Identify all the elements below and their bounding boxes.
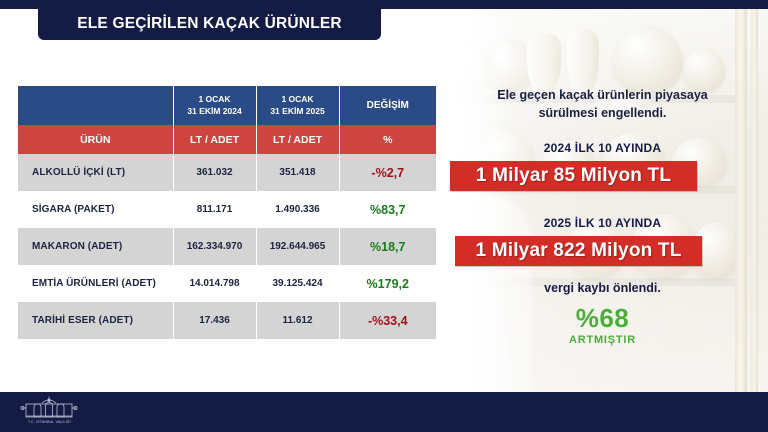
header-cell-unit-2024: LT / ADET [173,125,257,154]
summary-intro-line2: sürülmesi engellendi. [538,106,667,121]
period-2025-line2: 31 EKİM 2025 [270,105,325,116]
page-title: ELE GEÇİRİLEN KAÇAK ÜRÜNLER [77,14,342,32]
increase-percent: %68 [575,303,630,333]
increase-highlight: %68 ARTMIŞTIR [461,305,744,346]
cell-change: %179,2 [339,265,436,302]
cell-product-name: ALKOLLÜ İÇKİ (LT) [18,154,174,191]
cell-value-2025: 1.490.336 [256,191,340,228]
logo-caption: T.C. İSTANBUL VALİLİĞİ [27,419,71,425]
seized-goods-table: 1 OCAK 31 EKİM 2024 1 OCAK 31 EKİM 2025 … [18,86,436,339]
table-row: TARİHİ ESER (ADET) 17.436 11.612 -%33,4 [18,302,436,339]
photo-left-fade [445,0,515,392]
summary-intro: Ele geçen kaçak ürünlerin piyasaya sürül… [461,86,744,122]
header-cell-change: DEĞİŞİM [339,86,436,125]
header-cell-percent: % [339,125,436,154]
year-label-2024: 2024 İLK 10 AYINDA [543,141,662,155]
top-accent-bar [0,0,768,9]
cell-change: %83,7 [339,191,436,228]
cell-value-2024: 361.032 [173,154,257,191]
footer-bar [0,392,768,432]
header-cell-blank [18,86,174,125]
amount-2024-text: 1 Milyar 85 Milyon TL [475,165,672,186]
table-row: EMTİA ÜRÜNLERİ (ADET) 14.014.798 39.125.… [18,265,436,302]
amount-badge-2025: 1 Milyar 822 Milyon TL [455,236,702,266]
header-cell-unit-2025: LT / ADET [256,125,340,154]
cell-value-2025: 11.612 [256,302,340,339]
header-cell-product: ÜRÜN [18,125,174,154]
summary-intro-line1: Ele geçen kaçak ürünlerin piyasaya [497,88,708,102]
background-photo-panel [445,0,768,392]
table-header-row-units: ÜRÜN LT / ADET LT / ADET % [18,125,436,154]
header-cell-period-2025: 1 OCAK 31 EKİM 2025 [256,86,340,125]
table-row: MAKARON (ADET) 162.334.970 192.644.965 %… [18,228,436,265]
page-title-badge: ELE GEÇİRİLEN KAÇAK ÜRÜNLER [38,7,381,40]
cell-value-2025: 39.125.424 [256,265,340,302]
cell-change: %18,7 [339,228,436,265]
seized-goods-table-container: 1 OCAK 31 EKİM 2024 1 OCAK 31 EKİM 2025 … [18,86,436,339]
cell-product-name: MAKARON (ADET) [18,228,174,265]
amount-badge-2024: 1 Milyar 85 Milyon TL [450,161,697,191]
amount-2025-text: 1 Milyar 822 Milyon TL [475,240,682,261]
cell-change: -%33,4 [339,302,436,339]
cell-value-2025: 192.644.965 [256,228,340,265]
cell-value-2024: 811.171 [173,191,257,228]
cell-value-2025: 351.418 [256,154,340,191]
cell-value-2024: 162.334.970 [173,228,257,265]
table-row: ALKOLLÜ İÇKİ (LT) 361.032 351.418 -%2,7 [18,154,436,191]
table-header-row-periods: 1 OCAK 31 EKİM 2024 1 OCAK 31 EKİM 2025 … [18,86,436,125]
period-2024-line2: 31 EKİM 2024 [187,105,242,116]
government-building-icon [20,396,78,418]
cell-product-name: SİGARA (PAKET) [18,191,174,228]
period-2024-line1: 1 OCAK [198,94,231,105]
cell-value-2024: 17.436 [173,302,257,339]
table-body: ALKOLLÜ İÇKİ (LT) 361.032 351.418 -%2,7 … [18,154,436,339]
table-head: 1 OCAK 31 EKİM 2024 1 OCAK 31 EKİM 2025 … [18,86,436,154]
cell-value-2024: 14.014.798 [173,265,257,302]
increase-caption: ARTMIŞTIR [568,334,637,346]
period-2025-line1: 1 OCAK [281,94,314,105]
year-label-2025: 2025 İLK 10 AYINDA [543,216,662,230]
header-cell-period-2024: 1 OCAK 31 EKİM 2024 [173,86,257,125]
cell-product-name: EMTİA ÜRÜNLERİ (ADET) [18,265,174,302]
cell-change: -%2,7 [339,154,436,191]
summary-panel: Ele geçen kaçak ürünlerin piyasaya sürül… [445,0,768,392]
governorship-logo: T.C. İSTANBUL VALİLİĞİ [18,396,80,428]
cell-product-name: TARİHİ ESER (ADET) [18,302,174,339]
table-row: SİGARA (PAKET) 811.171 1.490.336 %83,7 [18,191,436,228]
summary-outro: vergi kaybı önlendi. [544,281,661,295]
